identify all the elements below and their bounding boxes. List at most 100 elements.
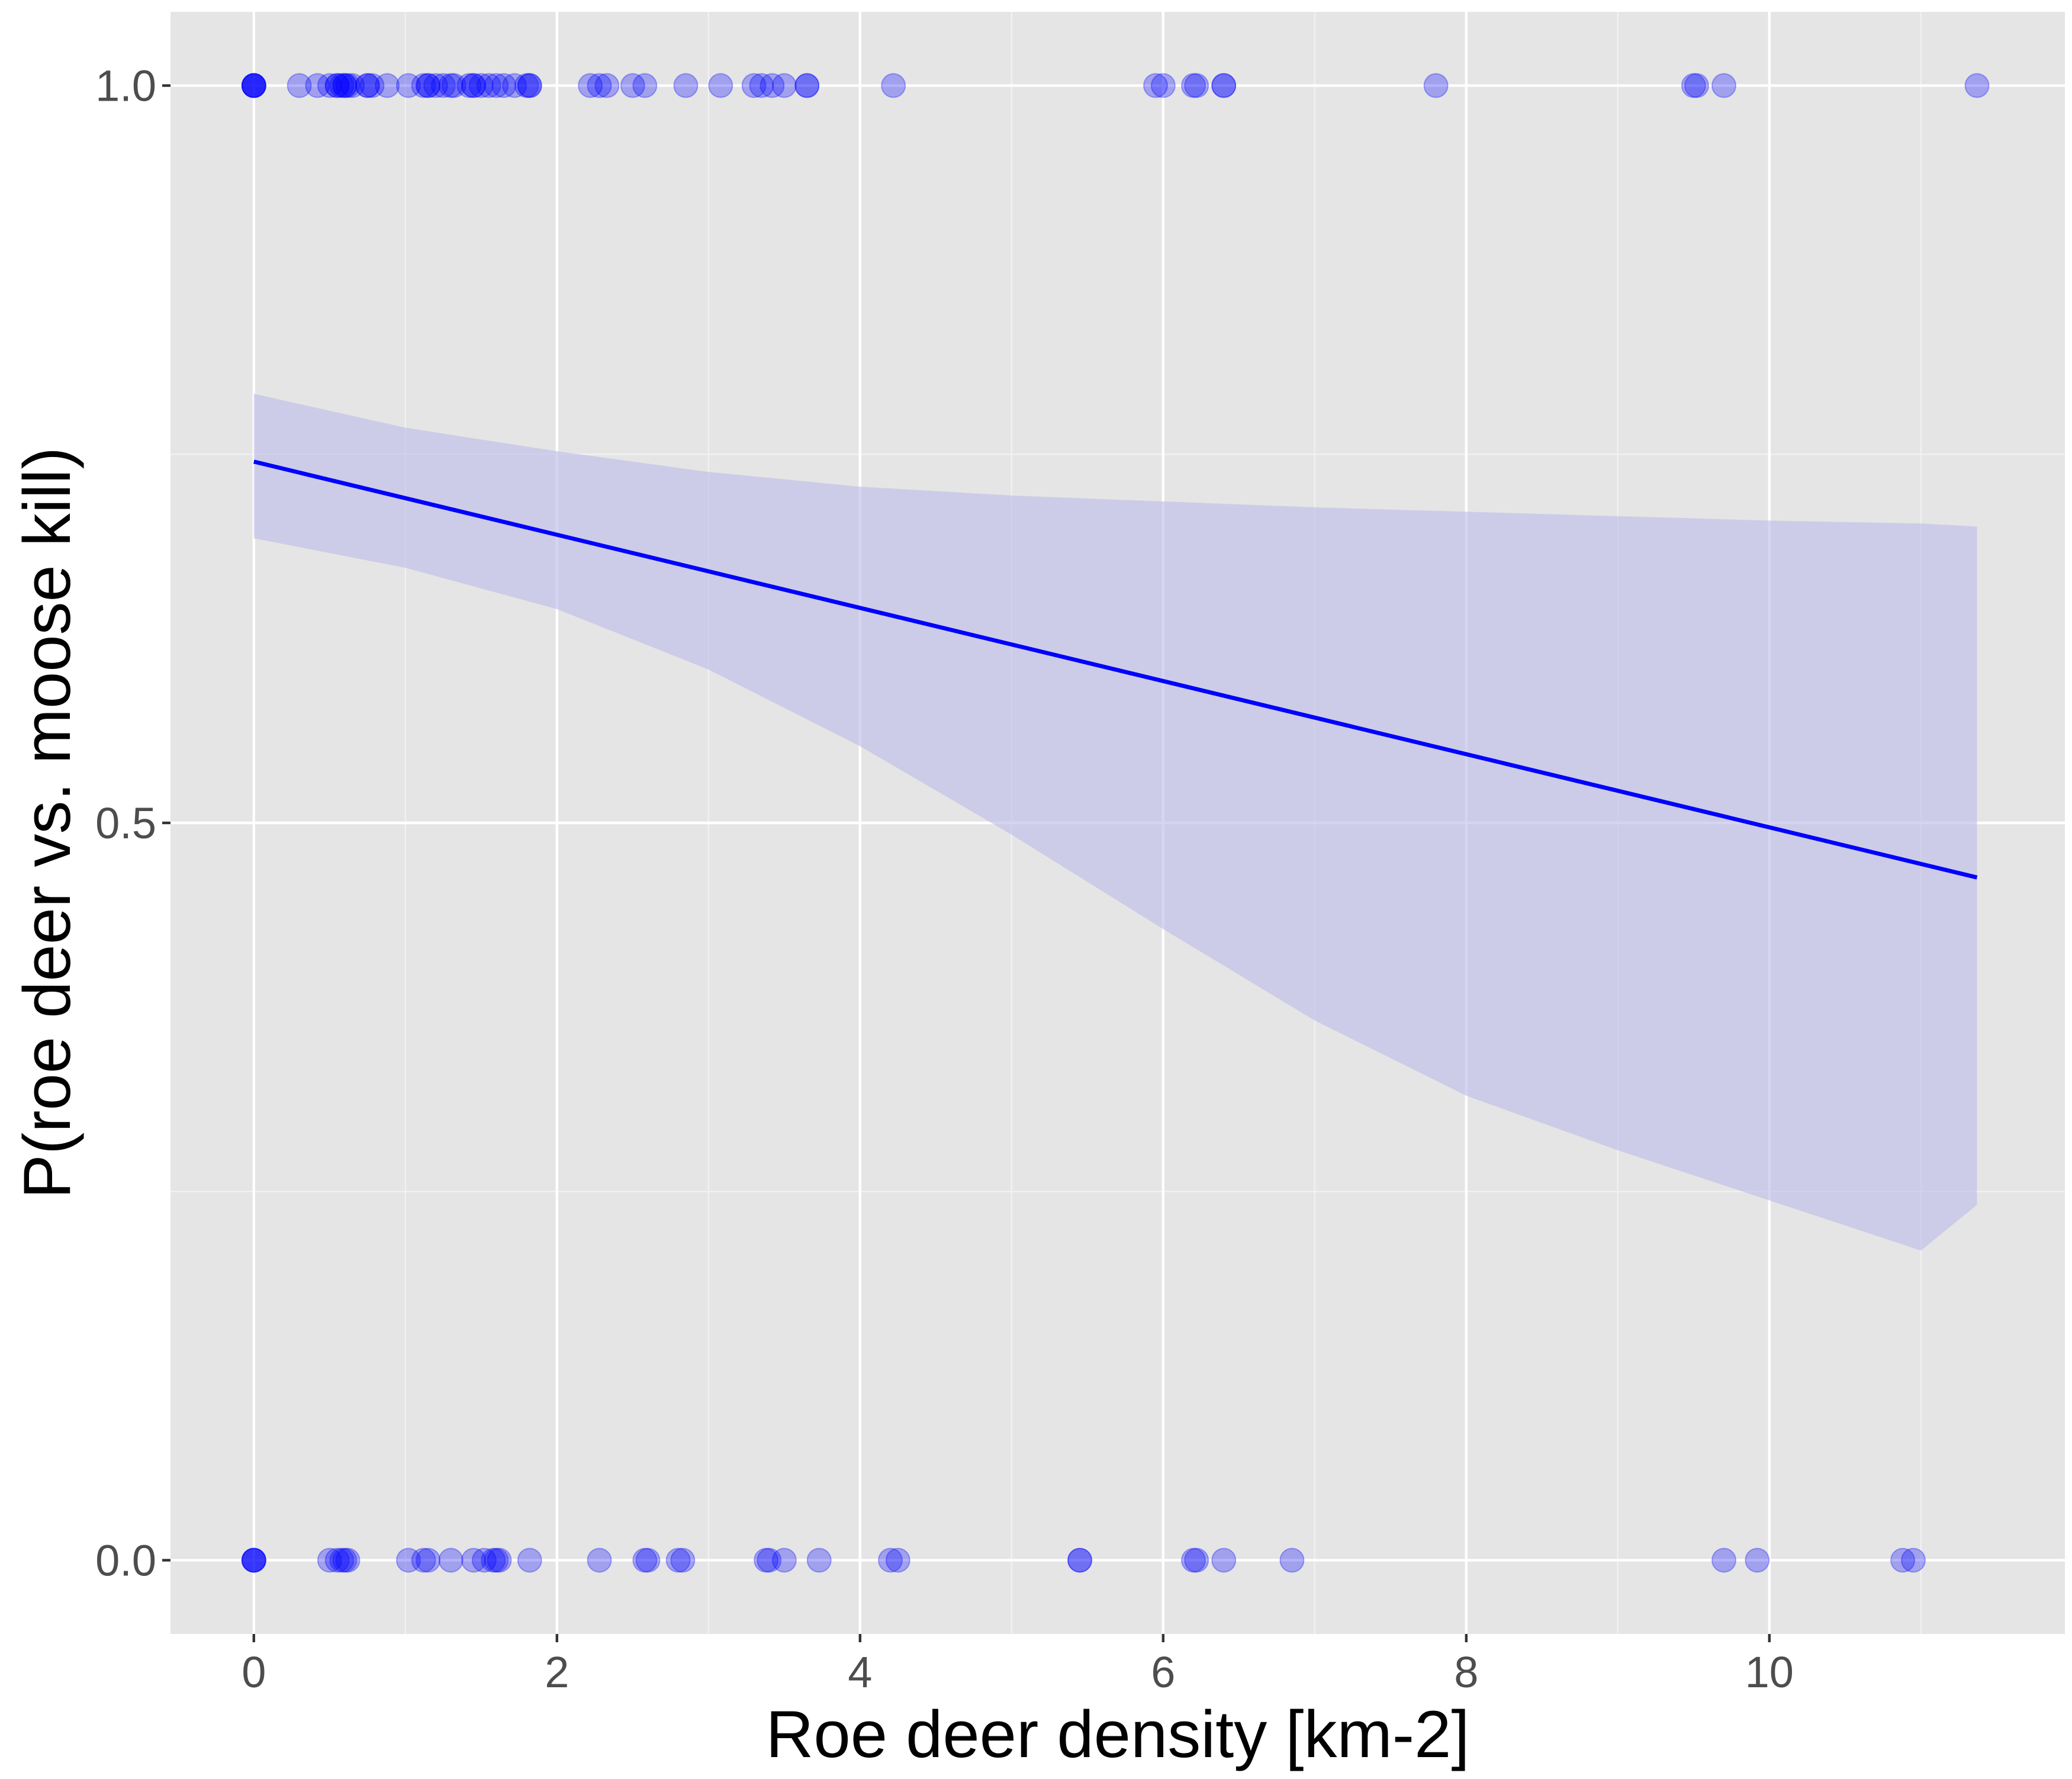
data-point bbox=[468, 73, 494, 98]
data-point bbox=[578, 73, 603, 98]
data-point bbox=[438, 73, 464, 98]
data-point bbox=[355, 73, 380, 98]
data-point bbox=[416, 73, 441, 98]
data-point bbox=[461, 1548, 486, 1573]
data-point bbox=[517, 73, 542, 98]
data-point bbox=[1067, 1548, 1092, 1573]
data-point bbox=[456, 73, 482, 98]
x-tick-label: 10 bbox=[1745, 1648, 1794, 1697]
x-tick-label: 4 bbox=[848, 1648, 872, 1697]
data-point bbox=[1184, 73, 1209, 98]
data-point bbox=[332, 73, 358, 98]
data-point bbox=[416, 73, 441, 98]
data-point bbox=[461, 73, 486, 98]
data-point bbox=[587, 1548, 612, 1573]
data-point bbox=[340, 73, 365, 98]
data-point bbox=[484, 1548, 509, 1573]
data-point bbox=[441, 73, 466, 98]
data-point bbox=[806, 1548, 832, 1573]
data-point bbox=[1901, 1548, 1926, 1573]
x-axis-title: Roe deer density [km-2] bbox=[766, 1697, 1470, 1771]
axes-layer: 0 2 4 6 8 10 0.0 0.5 1.0 bbox=[95, 62, 1794, 1697]
data-point bbox=[241, 73, 266, 98]
data-point bbox=[481, 1548, 506, 1573]
data-point bbox=[632, 73, 658, 98]
data-point bbox=[484, 73, 509, 98]
data-point bbox=[491, 73, 517, 98]
data-point bbox=[241, 73, 266, 98]
data-point bbox=[1681, 73, 1706, 98]
data-point bbox=[305, 73, 330, 98]
data-point bbox=[517, 73, 542, 98]
data-point bbox=[411, 1548, 436, 1573]
y-tick-label: 0.5 bbox=[95, 799, 156, 848]
data-point bbox=[878, 1548, 903, 1573]
data-point bbox=[1181, 1548, 1206, 1573]
data-point bbox=[635, 1548, 661, 1573]
data-point bbox=[620, 73, 645, 98]
data-point bbox=[771, 1548, 797, 1573]
data-point bbox=[241, 73, 266, 98]
data-point bbox=[241, 1548, 266, 1573]
data-point bbox=[1711, 73, 1736, 98]
x-tick-label: 6 bbox=[1151, 1648, 1175, 1697]
data-point bbox=[670, 1548, 696, 1573]
data-point bbox=[594, 73, 620, 98]
data-point bbox=[329, 73, 355, 98]
data-point bbox=[359, 73, 385, 98]
data-point bbox=[1211, 1548, 1237, 1573]
data-point bbox=[241, 1548, 266, 1573]
data-point bbox=[673, 73, 699, 98]
scatter-points-layer bbox=[241, 73, 1990, 1573]
data-point bbox=[794, 73, 820, 98]
data-point bbox=[241, 1548, 266, 1573]
data-point bbox=[476, 73, 501, 98]
y-tick-label: 0.0 bbox=[95, 1536, 156, 1585]
x-tick-label: 2 bbox=[545, 1648, 569, 1697]
data-point bbox=[885, 1548, 910, 1573]
data-point bbox=[881, 73, 906, 98]
data-point bbox=[395, 73, 421, 98]
data-point bbox=[324, 73, 350, 98]
y-tick-label: 1.0 bbox=[95, 62, 156, 111]
data-point bbox=[1423, 73, 1449, 98]
data-point bbox=[754, 1548, 779, 1573]
x-tick-label: 0 bbox=[242, 1648, 266, 1697]
data-point bbox=[317, 1548, 342, 1573]
data-point bbox=[438, 1548, 464, 1573]
data-point bbox=[471, 1548, 497, 1573]
data-point bbox=[395, 1548, 421, 1573]
data-point bbox=[335, 1548, 361, 1573]
data-point bbox=[749, 73, 774, 98]
data-point bbox=[332, 73, 358, 98]
data-point bbox=[241, 73, 266, 98]
y-axis-title: P(roe deer vs. moose kill) bbox=[10, 447, 84, 1199]
data-point bbox=[517, 1548, 542, 1573]
data-point bbox=[416, 1548, 441, 1573]
data-point bbox=[1150, 73, 1176, 98]
fit-line bbox=[253, 459, 1978, 880]
data-point bbox=[1211, 73, 1237, 98]
data-point bbox=[1711, 1548, 1736, 1573]
data-point bbox=[335, 73, 361, 98]
data-point bbox=[423, 73, 448, 98]
data-point bbox=[329, 1548, 355, 1573]
data-point bbox=[1964, 73, 1990, 98]
data-point bbox=[514, 73, 539, 98]
data-point bbox=[317, 73, 342, 98]
data-point bbox=[1184, 1548, 1209, 1573]
data-point bbox=[794, 73, 820, 98]
data-point bbox=[355, 73, 380, 98]
data-point bbox=[1067, 1548, 1092, 1573]
data-point bbox=[487, 1548, 512, 1573]
data-point bbox=[375, 73, 400, 98]
data-point bbox=[241, 1548, 266, 1573]
data-point bbox=[1684, 73, 1709, 98]
data-point bbox=[411, 73, 436, 98]
x-tick-label: 8 bbox=[1454, 1648, 1478, 1697]
data-point bbox=[1745, 1548, 1770, 1573]
data-point bbox=[1890, 1548, 1916, 1573]
confidence-ribbon-layer bbox=[253, 394, 1977, 1251]
data-point bbox=[1181, 73, 1206, 98]
